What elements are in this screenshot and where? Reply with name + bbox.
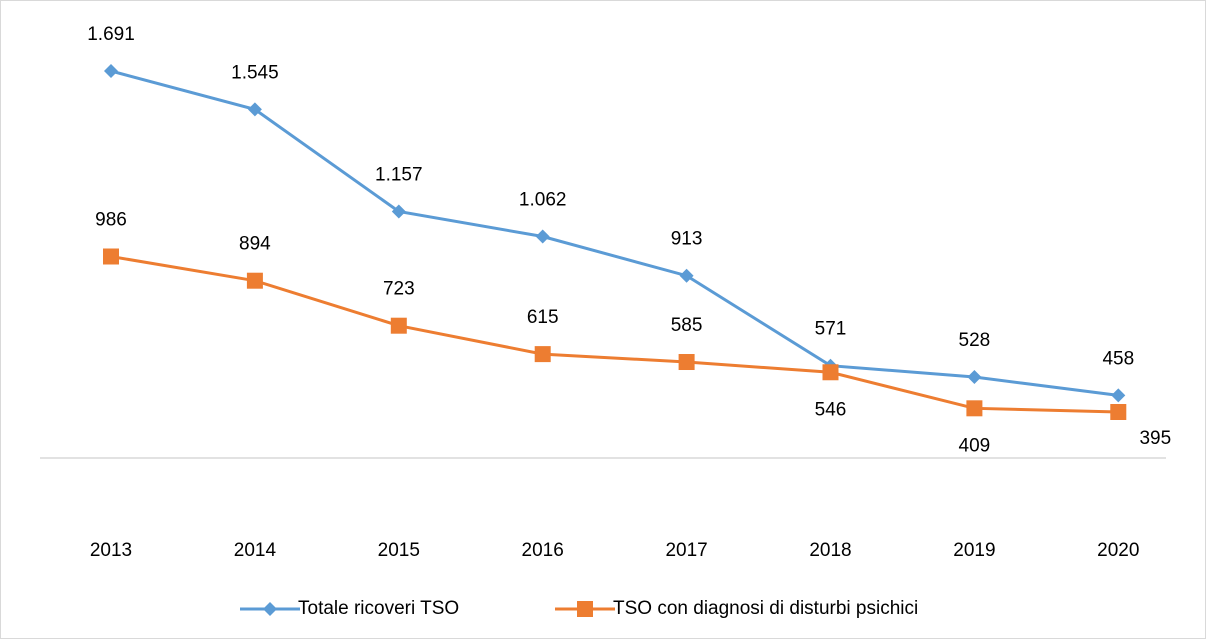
x-tick-label: 2018 bbox=[809, 540, 851, 561]
legend-marker bbox=[263, 602, 277, 616]
data-point bbox=[679, 268, 694, 283]
data-label: 409 bbox=[959, 435, 991, 456]
data-point bbox=[967, 370, 982, 385]
data-label: 1.157 bbox=[375, 165, 423, 186]
legend-marker bbox=[577, 601, 593, 617]
data-point bbox=[966, 400, 983, 417]
data-label: 528 bbox=[959, 330, 991, 351]
data-label: 894 bbox=[239, 234, 271, 255]
x-tick-label: 2016 bbox=[522, 540, 564, 561]
data-point bbox=[822, 364, 839, 381]
data-point bbox=[534, 346, 551, 363]
data-label: 615 bbox=[527, 307, 559, 328]
data-label: 986 bbox=[95, 210, 127, 231]
x-tick-label: 2014 bbox=[234, 540, 277, 561]
x-tick-label: 2017 bbox=[665, 540, 707, 561]
series-line bbox=[110, 255, 1119, 414]
data-point bbox=[1110, 404, 1127, 420]
data-label: 458 bbox=[1102, 348, 1134, 369]
data-label: 1.691 bbox=[87, 24, 135, 45]
x-tick-label: 2019 bbox=[953, 540, 995, 561]
data-point bbox=[104, 64, 118, 78]
legend-label: TSO con diagnosi di disturbi psichici bbox=[613, 598, 918, 619]
data-point bbox=[246, 272, 263, 289]
data-point bbox=[1111, 388, 1126, 403]
data-point bbox=[535, 229, 550, 244]
data-label: 585 bbox=[671, 315, 703, 336]
data-label: 1.545 bbox=[231, 62, 279, 83]
data-label: 913 bbox=[671, 229, 703, 250]
data-point bbox=[391, 204, 406, 219]
x-tick-label: 2020 bbox=[1097, 540, 1139, 561]
data-label: 571 bbox=[815, 319, 847, 340]
data-label: 395 bbox=[1139, 428, 1171, 449]
data-label: 546 bbox=[815, 399, 847, 420]
data-label: 1.062 bbox=[519, 190, 567, 211]
x-tick-label: 2015 bbox=[378, 540, 420, 561]
data-point bbox=[103, 248, 119, 265]
data-label: 723 bbox=[383, 279, 415, 300]
series-line bbox=[110, 69, 1119, 397]
data-point bbox=[247, 102, 262, 117]
data-point bbox=[390, 317, 407, 334]
data-point bbox=[678, 354, 695, 371]
legend-label: Totale ricoveri TSO bbox=[298, 598, 459, 619]
x-tick-label: 2013 bbox=[90, 540, 132, 561]
